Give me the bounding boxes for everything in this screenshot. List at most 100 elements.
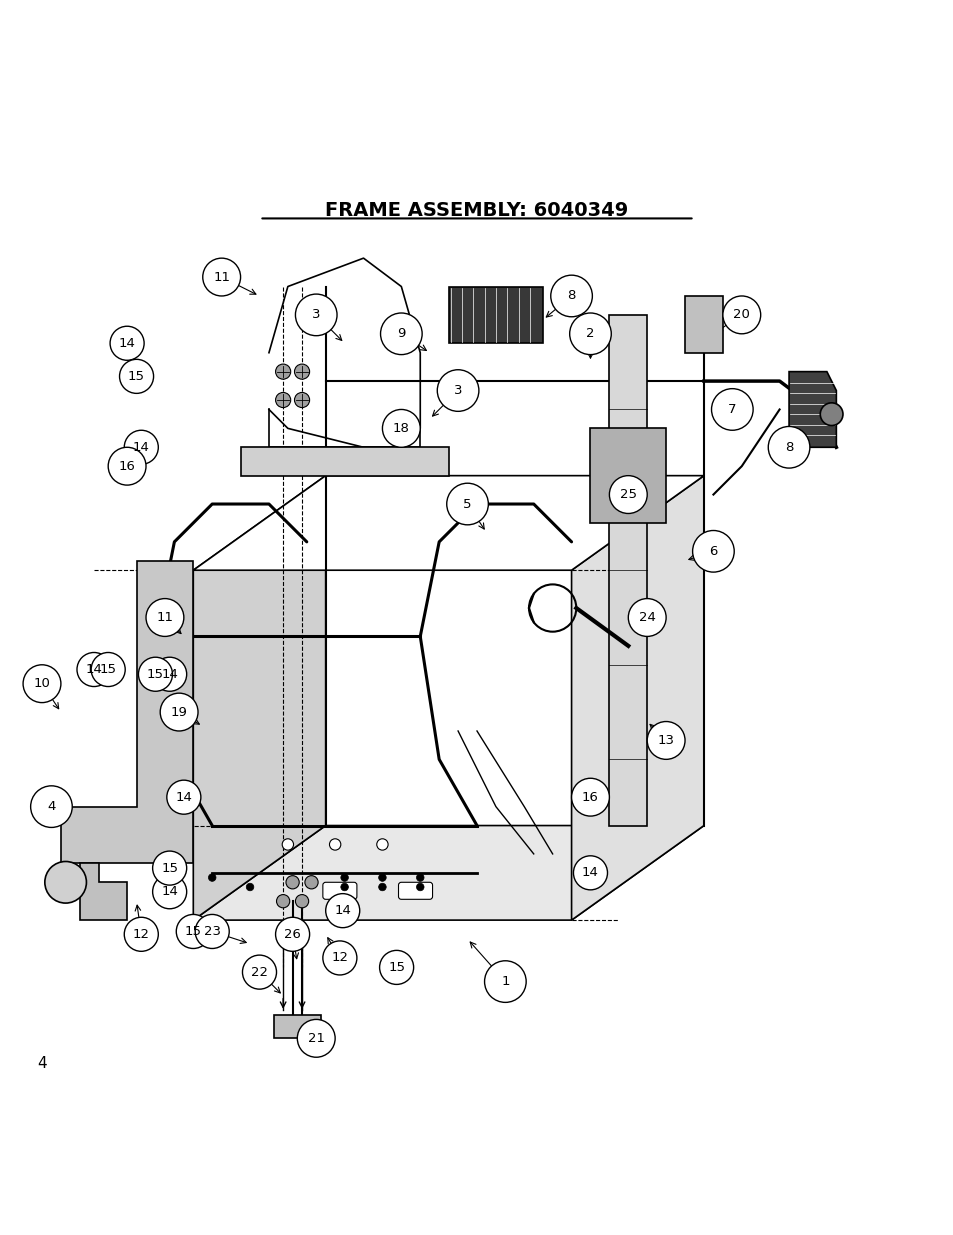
Circle shape bbox=[628, 599, 665, 636]
Circle shape bbox=[609, 475, 646, 514]
Polygon shape bbox=[274, 1015, 320, 1039]
Circle shape bbox=[294, 393, 310, 408]
Text: 10: 10 bbox=[33, 677, 51, 690]
Text: 15: 15 bbox=[388, 961, 405, 974]
Text: 19: 19 bbox=[171, 705, 188, 719]
Text: 3: 3 bbox=[454, 384, 462, 396]
Polygon shape bbox=[61, 561, 193, 863]
Text: 7: 7 bbox=[727, 403, 736, 416]
Circle shape bbox=[329, 839, 340, 850]
Polygon shape bbox=[590, 429, 665, 522]
Polygon shape bbox=[788, 372, 836, 447]
Circle shape bbox=[124, 430, 158, 464]
Text: 14: 14 bbox=[161, 668, 178, 680]
Polygon shape bbox=[193, 475, 325, 920]
Circle shape bbox=[297, 1019, 335, 1057]
Circle shape bbox=[282, 839, 294, 850]
Circle shape bbox=[376, 839, 388, 850]
Text: 21: 21 bbox=[308, 1031, 324, 1045]
Circle shape bbox=[275, 393, 291, 408]
Circle shape bbox=[203, 258, 240, 296]
Circle shape bbox=[246, 883, 253, 890]
Polygon shape bbox=[448, 287, 542, 343]
Text: FRAME ASSEMBLY: 6040349: FRAME ASSEMBLY: 6040349 bbox=[325, 201, 628, 220]
Circle shape bbox=[322, 941, 356, 974]
Circle shape bbox=[711, 389, 752, 430]
Circle shape bbox=[167, 781, 201, 814]
Text: 9: 9 bbox=[396, 327, 405, 341]
Circle shape bbox=[325, 894, 359, 927]
Text: 12: 12 bbox=[331, 951, 348, 965]
Circle shape bbox=[382, 410, 420, 447]
FancyBboxPatch shape bbox=[322, 882, 356, 899]
Text: 14: 14 bbox=[581, 866, 598, 879]
Circle shape bbox=[378, 883, 386, 890]
Circle shape bbox=[124, 918, 158, 951]
Text: 5: 5 bbox=[463, 498, 472, 510]
Circle shape bbox=[294, 364, 310, 379]
Text: 14: 14 bbox=[118, 337, 135, 350]
Circle shape bbox=[152, 657, 187, 692]
Text: 15: 15 bbox=[161, 862, 178, 874]
Circle shape bbox=[152, 874, 187, 909]
Text: 23: 23 bbox=[204, 925, 220, 937]
Text: 12: 12 bbox=[132, 927, 150, 941]
Circle shape bbox=[77, 652, 111, 687]
Circle shape bbox=[550, 275, 592, 317]
Circle shape bbox=[276, 894, 290, 908]
Circle shape bbox=[195, 914, 229, 948]
Circle shape bbox=[160, 693, 198, 731]
Circle shape bbox=[380, 312, 422, 354]
Text: 13: 13 bbox=[657, 734, 674, 747]
Circle shape bbox=[305, 876, 317, 889]
Text: 4: 4 bbox=[37, 1056, 47, 1072]
Text: 15: 15 bbox=[128, 369, 145, 383]
Text: 25: 25 bbox=[619, 488, 637, 501]
Text: 8: 8 bbox=[567, 289, 576, 303]
Circle shape bbox=[146, 599, 184, 636]
Text: 14: 14 bbox=[86, 663, 102, 676]
Text: 15: 15 bbox=[99, 663, 116, 676]
Text: 18: 18 bbox=[393, 422, 410, 435]
Circle shape bbox=[436, 369, 478, 411]
Text: 6: 6 bbox=[708, 545, 717, 558]
Circle shape bbox=[767, 426, 809, 468]
Circle shape bbox=[340, 883, 348, 890]
Circle shape bbox=[295, 894, 309, 908]
Circle shape bbox=[45, 862, 87, 903]
Text: 3: 3 bbox=[312, 309, 320, 321]
Text: 22: 22 bbox=[251, 966, 268, 978]
Text: 14: 14 bbox=[175, 790, 193, 804]
Polygon shape bbox=[193, 825, 703, 920]
Polygon shape bbox=[684, 296, 722, 353]
Circle shape bbox=[484, 961, 526, 1003]
Circle shape bbox=[340, 874, 348, 882]
FancyBboxPatch shape bbox=[398, 882, 432, 899]
Polygon shape bbox=[609, 315, 646, 825]
Circle shape bbox=[23, 664, 61, 703]
Circle shape bbox=[295, 294, 336, 336]
Circle shape bbox=[110, 326, 144, 361]
Circle shape bbox=[416, 874, 423, 882]
Circle shape bbox=[692, 531, 734, 572]
Text: 8: 8 bbox=[784, 441, 793, 453]
Text: 14: 14 bbox=[132, 441, 150, 453]
Circle shape bbox=[573, 856, 607, 890]
Polygon shape bbox=[240, 447, 448, 475]
Text: 26: 26 bbox=[284, 927, 301, 941]
Text: 16: 16 bbox=[118, 459, 135, 473]
Text: 14: 14 bbox=[161, 885, 178, 898]
Text: 11: 11 bbox=[156, 611, 173, 624]
Polygon shape bbox=[571, 475, 703, 920]
Circle shape bbox=[152, 851, 187, 885]
Text: 20: 20 bbox=[733, 309, 749, 321]
Text: 14: 14 bbox=[334, 904, 351, 918]
Circle shape bbox=[138, 657, 172, 692]
Circle shape bbox=[242, 955, 276, 989]
Circle shape bbox=[119, 359, 153, 394]
Circle shape bbox=[176, 914, 210, 948]
Circle shape bbox=[416, 883, 423, 890]
Circle shape bbox=[378, 874, 386, 882]
Text: 11: 11 bbox=[213, 270, 230, 284]
Circle shape bbox=[379, 951, 414, 984]
